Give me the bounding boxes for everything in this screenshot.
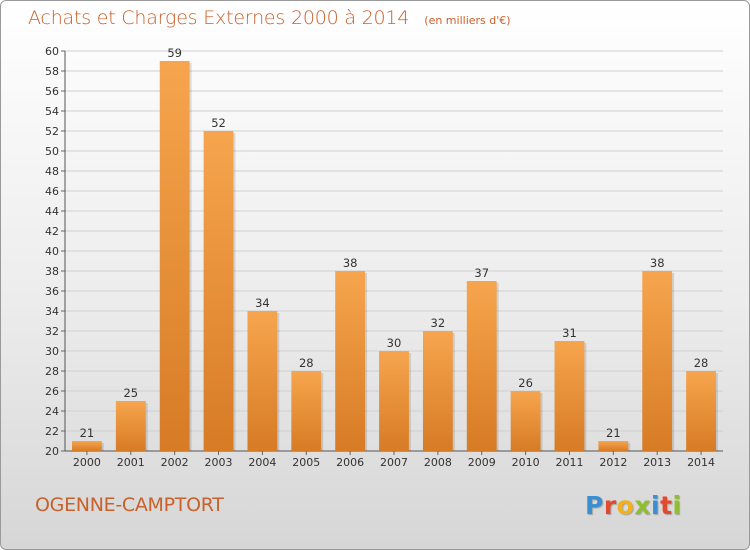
data-label: 34 — [255, 296, 270, 310]
y-tick-label: 56 — [45, 85, 59, 98]
bar — [291, 371, 322, 451]
y-tick-label: 52 — [45, 125, 59, 138]
y-tick-label: 28 — [45, 365, 59, 378]
bar — [72, 441, 102, 451]
chart-title: Achats et Charges Externes 2000 à 2014 (… — [28, 7, 511, 29]
data-label: 38 — [650, 256, 665, 270]
y-tick-label: 54 — [45, 105, 59, 118]
y-tick-label: 40 — [45, 245, 59, 258]
bar — [686, 371, 716, 451]
proxiti-logo: Proxiti — [585, 491, 682, 520]
data-label: 31 — [562, 326, 577, 340]
x-tick-label: 2008 — [424, 456, 452, 469]
x-tick-label: 2003 — [205, 456, 233, 469]
bar — [159, 61, 190, 451]
data-label: 32 — [431, 316, 446, 330]
x-tick-label: 2001 — [117, 456, 145, 469]
y-tick-label: 36 — [45, 285, 59, 298]
x-tick-label: 2009 — [468, 456, 496, 469]
data-label: 52 — [211, 116, 226, 130]
x-tick-label: 2000 — [73, 456, 101, 469]
data-label: 37 — [474, 266, 489, 280]
y-tick-label: 34 — [45, 305, 59, 318]
chart-title-text: Achats et Charges Externes 2000 à 2014 — [28, 7, 410, 29]
y-tick-label: 48 — [45, 165, 59, 178]
labels: 20 22 24 26 28 30 32 34 36 38 40 42 44 46 48 50 52 54 56 58… — [45, 45, 715, 469]
bar — [466, 281, 497, 451]
y-tick-label: 50 — [45, 145, 59, 158]
y-tick-label: 30 — [45, 345, 59, 358]
x-tick-label: 2002 — [161, 456, 189, 469]
data-label: 26 — [518, 376, 533, 390]
x-tick-label: 2006 — [336, 456, 364, 469]
bar — [642, 271, 673, 451]
bar — [379, 351, 409, 451]
data-label: 25 — [123, 386, 138, 400]
y-tick-label: 60 — [45, 45, 59, 58]
y-tick-label: 44 — [45, 205, 59, 218]
y-tick-label: 24 — [45, 405, 59, 418]
y-tick-label: 38 — [45, 265, 59, 278]
x-tick-label: 2005 — [292, 456, 320, 469]
data-label: 21 — [606, 426, 621, 440]
commune-name: OGENNE-CAMPTORT — [35, 494, 224, 516]
bars — [72, 61, 718, 451]
bar — [598, 441, 629, 451]
data-label: 38 — [343, 256, 358, 270]
bar — [247, 311, 278, 451]
y-tick-label: 22 — [45, 425, 59, 438]
bar — [203, 131, 234, 451]
x-tick-label: 2013 — [643, 456, 671, 469]
x-tick-label: 2007 — [380, 456, 408, 469]
data-label: 28 — [694, 356, 709, 370]
bar — [554, 341, 585, 451]
bar — [510, 391, 541, 451]
data-label: 28 — [299, 356, 314, 370]
data-label: 59 — [167, 46, 182, 60]
bar — [422, 331, 453, 451]
y-tick-label: 46 — [45, 185, 59, 198]
chart-unit-note: (en milliers d'€) — [424, 14, 511, 27]
y-tick-label: 58 — [45, 65, 59, 78]
x-tick-label: 2014 — [687, 456, 715, 469]
x-tick-label: 2012 — [599, 456, 627, 469]
data-label: 21 — [80, 426, 95, 440]
x-tick-label: 2010 — [512, 456, 540, 469]
x-tick-label: 2004 — [248, 456, 276, 469]
y-tick-label: 32 — [45, 325, 59, 338]
y-tick-label: 26 — [45, 385, 59, 398]
bar — [335, 271, 366, 451]
bar — [115, 401, 146, 451]
x-tick-label: 2011 — [555, 456, 583, 469]
y-tick-label: 42 — [45, 225, 59, 238]
y-tick-label: 20 — [45, 445, 59, 458]
data-label: 30 — [387, 336, 402, 350]
